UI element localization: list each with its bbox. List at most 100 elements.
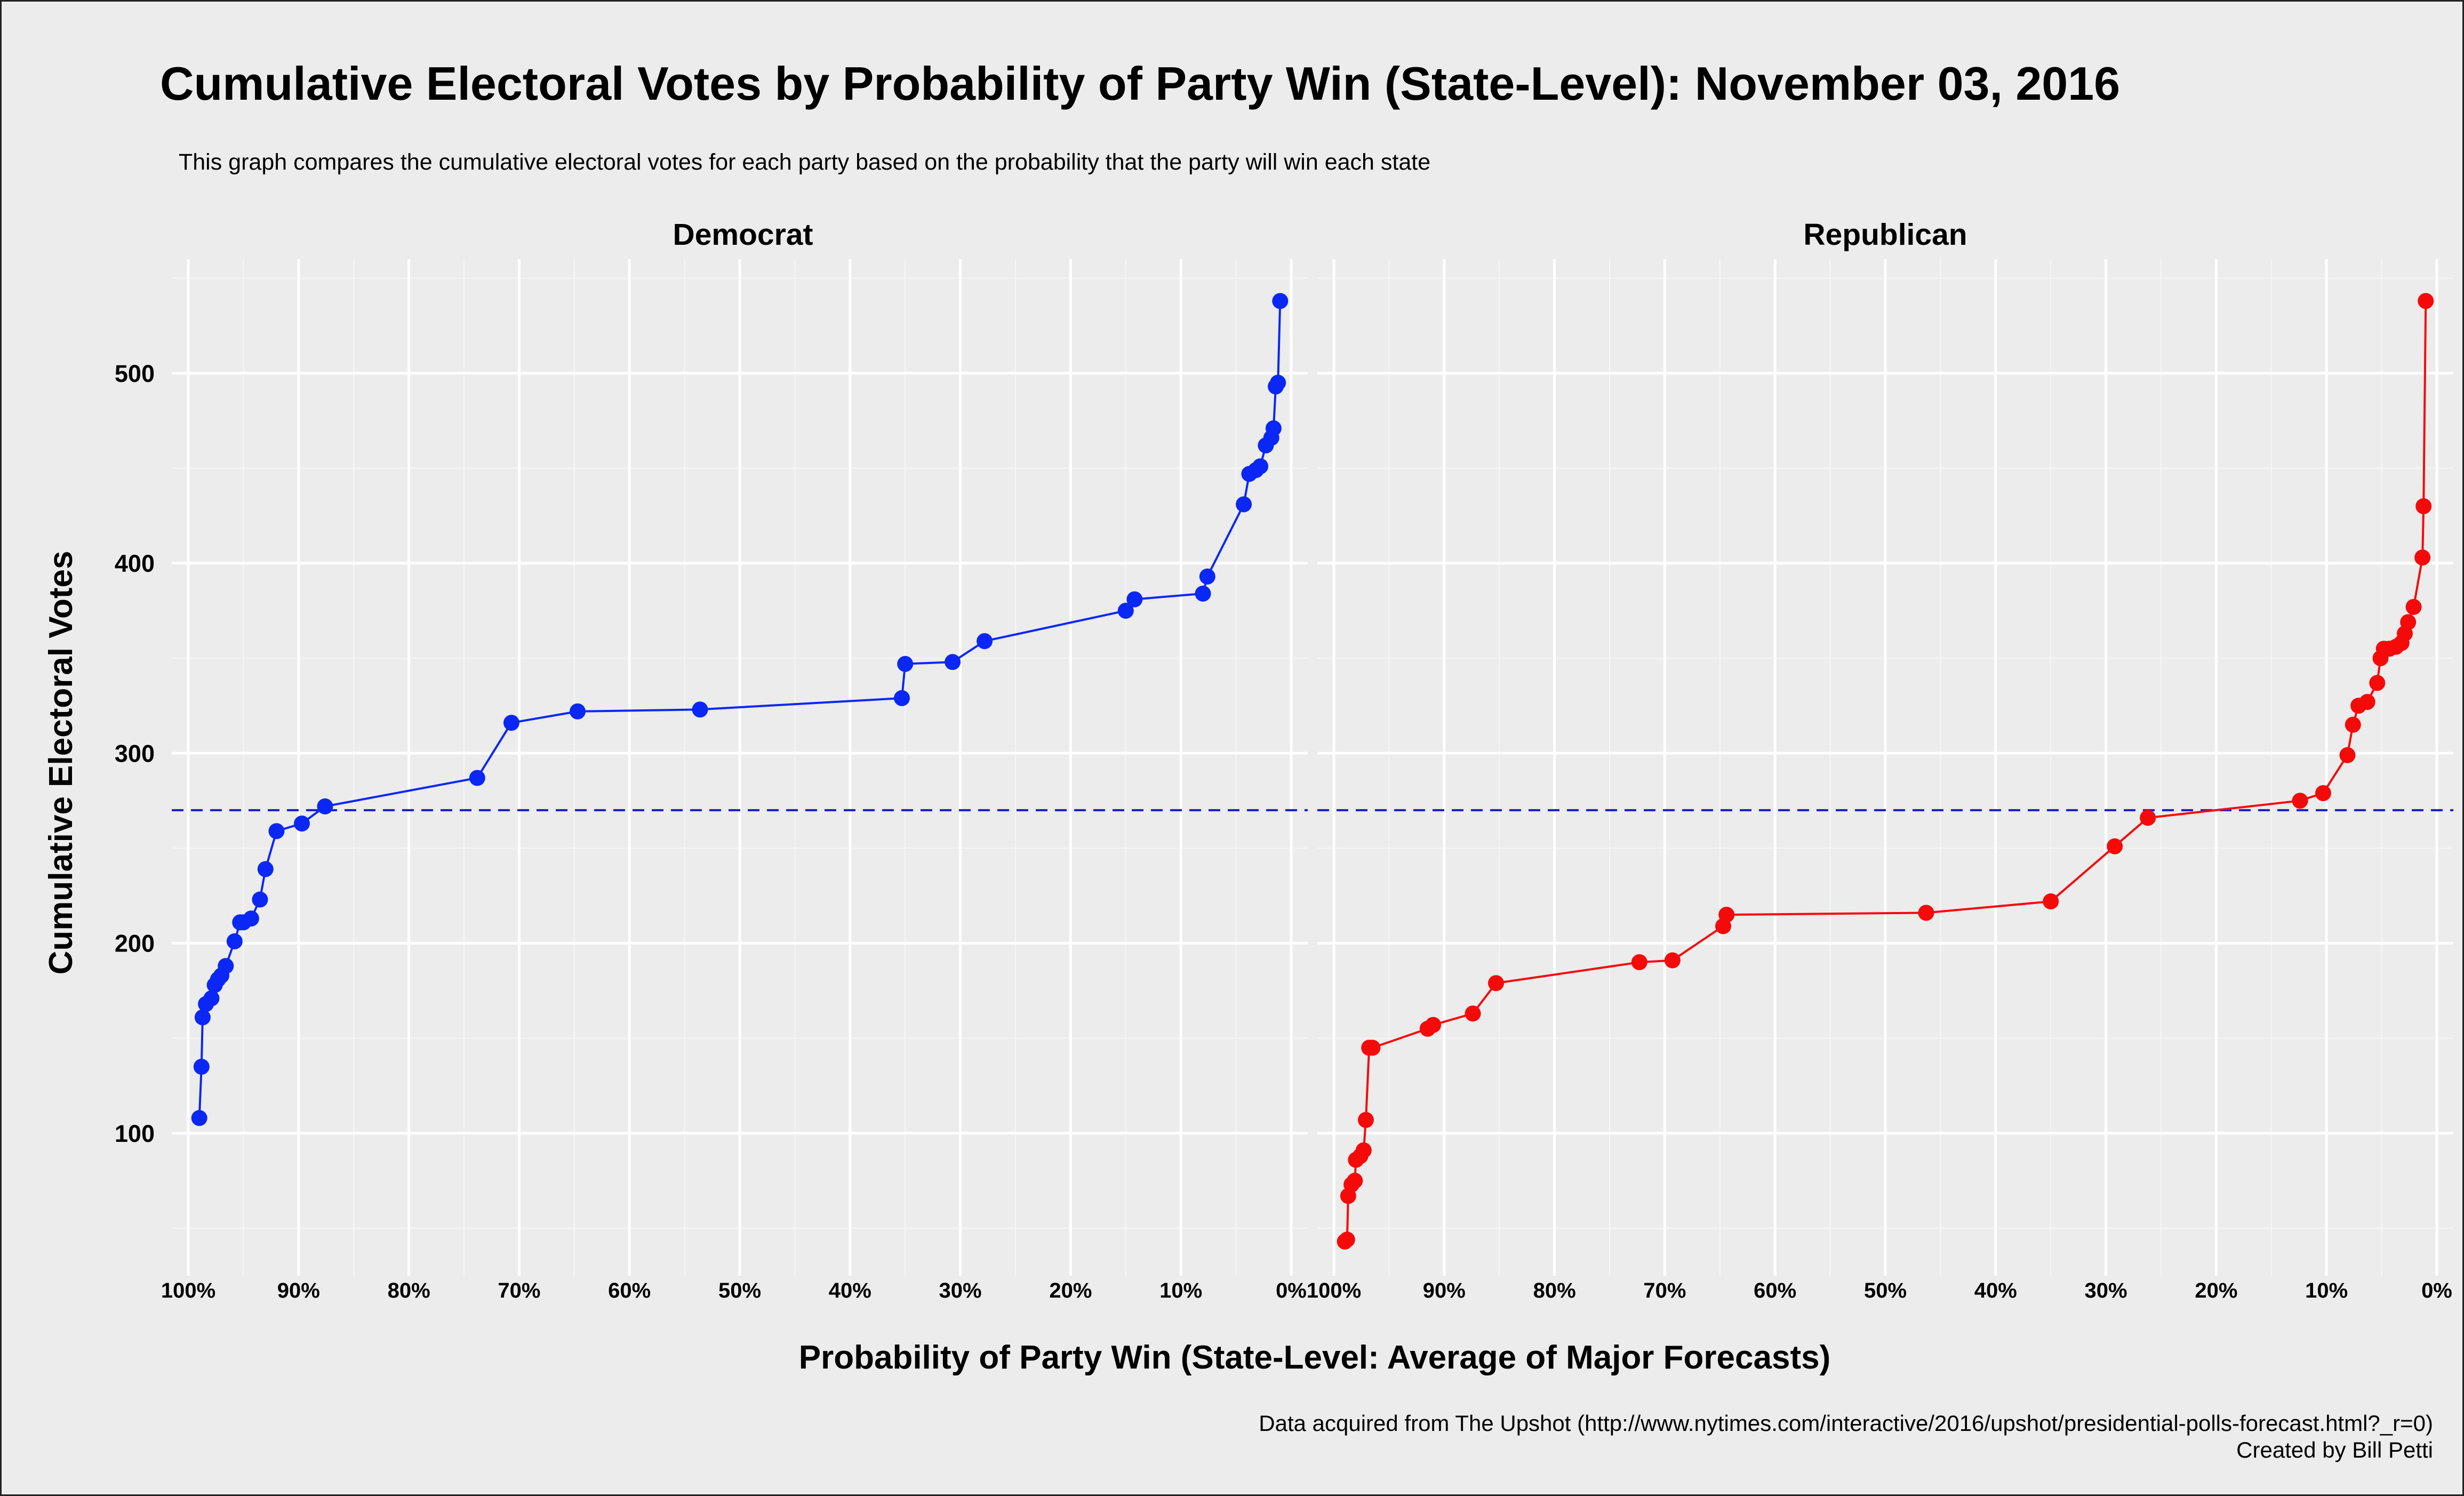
data-point-republican [1339, 1231, 1355, 1248]
data-source-caption: Data acquired from The Upshot (http://ww… [1259, 1411, 2433, 1436]
data-point-democrat [893, 690, 910, 706]
data-point-republican [1425, 1017, 1442, 1033]
data-point-republican [2043, 893, 2059, 910]
data-point-democrat [1265, 420, 1282, 437]
data-point-republican [1918, 905, 1934, 921]
data-point-democrat [1195, 586, 1211, 602]
data-point-republican [2415, 498, 2432, 515]
data-point-republican [1718, 907, 1735, 923]
x-tick-label: 60% [608, 1279, 651, 1302]
panel-democrat: 100% 90% 80% 70% 60% 50% 40% 30% 20% 10% 0% Democr… [161, 218, 1308, 1302]
data-point-republican [1631, 954, 1647, 971]
data-point-republican [1357, 1111, 1374, 1128]
data-point-republican [2345, 716, 2361, 733]
data-point-republican [2359, 694, 2375, 710]
facet-label-democrat: Democrat [673, 218, 813, 252]
x-tick-label: 60% [1754, 1279, 1796, 1302]
data-point-democrat [977, 633, 993, 650]
data-point-republican [2339, 747, 2356, 763]
y-tick-label: 300 [115, 740, 155, 767]
data-point-republican [2140, 810, 2156, 826]
grid-democrat [172, 259, 1308, 1276]
x-tick-label: 0% [2421, 1279, 2452, 1302]
y-tick-label: 200 [115, 930, 155, 957]
series-democrat [191, 293, 1289, 1126]
data-point-republican [1664, 952, 1681, 969]
data-point-democrat [1126, 591, 1143, 607]
x-tick-label: 80% [388, 1279, 430, 1302]
data-point-democrat [469, 770, 485, 786]
x-tick-label: 80% [1533, 1279, 1576, 1302]
data-point-democrat [294, 815, 310, 832]
y-tick-labels: 100 200 300 400 500 [115, 360, 155, 1147]
x-tick-labels-democrat: 100% 90% 80% 70% 60% 50% 40% 30% 20% 10% 0% [161, 1279, 1307, 1302]
data-point-republican [2107, 838, 2123, 854]
data-point-democrat [317, 798, 333, 815]
data-point-democrat [945, 654, 961, 670]
x-tick-label: 20% [2195, 1279, 2237, 1302]
x-tick-label: 40% [1974, 1279, 2017, 1302]
data-point-democrat [897, 655, 914, 672]
author-caption: Created by Bill Petti [2236, 1437, 2433, 1462]
data-point-republican [2414, 549, 2431, 566]
chart-subtitle: This graph compares the cumulative elect… [179, 149, 1430, 175]
data-point-republican [2369, 675, 2386, 691]
x-tick-labels-republican: 100% 90% 80% 70% 60% 50% 40% 30% 20% 10% 0% [1307, 1279, 2452, 1302]
data-point-republican [1488, 975, 1505, 991]
x-tick-label: 70% [498, 1279, 540, 1302]
data-point-republican [2405, 598, 2422, 615]
x-tick-label: 70% [1643, 1279, 1686, 1302]
data-point-republican [2315, 785, 2331, 802]
data-point-democrat [243, 910, 259, 927]
x-axis-title: Probability of Party Win (State-Level: A… [799, 1339, 1831, 1376]
data-point-republican [2418, 293, 2434, 309]
x-tick-label: 100% [1307, 1279, 1361, 1302]
data-point-democrat [1252, 458, 1269, 475]
data-point-republican [1465, 1005, 1481, 1022]
x-tick-label: 20% [1049, 1279, 1092, 1302]
data-point-democrat [218, 958, 234, 974]
chart-title: Cumulative Electoral Votes by Probabilit… [160, 57, 2120, 110]
x-tick-label: 30% [939, 1279, 982, 1302]
y-tick-label: 400 [115, 550, 155, 577]
x-tick-label: 90% [1423, 1279, 1466, 1302]
x-tick-label: 90% [277, 1279, 320, 1302]
data-point-democrat [1272, 293, 1289, 309]
data-point-democrat [194, 1009, 211, 1026]
data-point-democrat [1117, 603, 1134, 619]
data-point-republican [1355, 1142, 1372, 1158]
data-point-republican [2400, 614, 2417, 630]
x-tick-label: 50% [1864, 1279, 1907, 1302]
x-tick-label: 0% [1276, 1279, 1307, 1302]
data-point-democrat [692, 701, 708, 718]
x-tick-label: 100% [161, 1279, 215, 1302]
panel-republican: 100% 90% 80% 70% 60% 50% 40% 30% 20% 10% 0% Republ… [1307, 218, 2453, 1302]
data-point-republican [1347, 1172, 1363, 1189]
x-tick-label: 40% [829, 1279, 871, 1302]
data-point-democrat [1199, 568, 1215, 585]
data-point-democrat [257, 861, 274, 877]
y-tick-label: 500 [115, 360, 155, 387]
data-point-republican [2292, 793, 2308, 809]
data-point-democrat [1236, 496, 1252, 513]
data-point-democrat [1270, 374, 1286, 391]
data-point-democrat [268, 823, 285, 839]
y-tick-label: 100 [115, 1120, 155, 1147]
data-point-democrat [226, 933, 243, 949]
data-point-democrat [191, 1110, 207, 1126]
data-point-democrat [252, 891, 268, 908]
x-tick-label: 30% [2085, 1279, 2127, 1302]
series-republican [1337, 293, 2434, 1250]
data-point-democrat [203, 990, 220, 1006]
grid-republican [1317, 259, 2453, 1276]
x-tick-label: 10% [1159, 1279, 1202, 1302]
facet-label-republican: Republican [1803, 218, 1967, 252]
x-tick-label: 10% [2305, 1279, 2348, 1302]
data-point-democrat [503, 715, 519, 731]
y-axis-title: Cumulative Electoral Votes [43, 551, 79, 975]
x-tick-label: 50% [718, 1279, 761, 1302]
data-point-republican [1364, 1039, 1381, 1056]
data-point-democrat [193, 1059, 210, 1075]
data-point-democrat [570, 703, 586, 719]
